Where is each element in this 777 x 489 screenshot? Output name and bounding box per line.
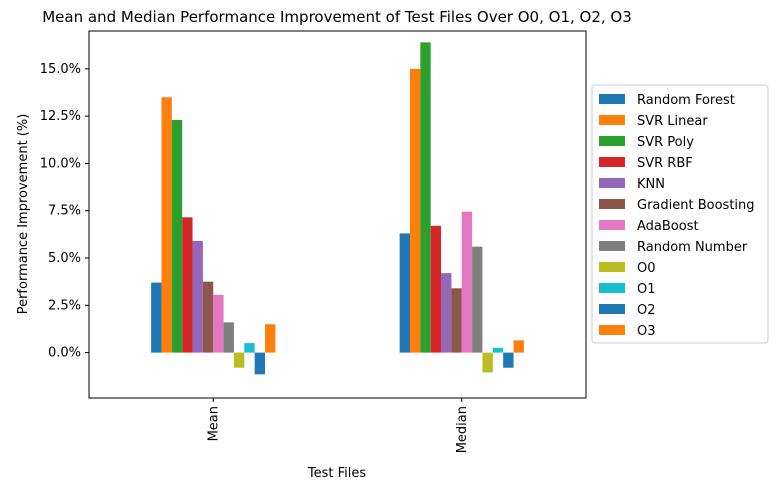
legend-label-o3: O3 (637, 324, 656, 339)
legend-swatch-random-number (599, 241, 625, 251)
legend: Random Forest SVR Linear SVR Poly SVR RBF KN… (591, 84, 769, 344)
plot-frame (88, 30, 587, 399)
x-axis: Mean Median (206, 398, 470, 453)
chart-title: Mean and Median Performance Improvement … (42, 8, 632, 26)
bar-median-o0 (482, 352, 493, 373)
y-tick-label: 15.0% (40, 62, 81, 77)
legend-swatch-svr-rbf (599, 157, 625, 167)
legend-swatch-random-forest (599, 94, 625, 104)
legend-label-adaboost: AdaBoost (637, 219, 699, 234)
bar-mean-random-forest (151, 282, 162, 353)
bar-mean-o0 (233, 352, 245, 368)
legend-label-o0: O0 (637, 261, 656, 276)
bar-median-random-forest (399, 233, 410, 353)
legend-swatch-gradient-boosting (599, 199, 625, 209)
y-axis: 0.0% 2.5% 5.0% 7.5% 10.0% 12.5% 15.0% (40, 62, 89, 361)
legend-label-random-number: Random Number (637, 240, 748, 255)
bar-median-o1 (492, 347, 504, 353)
legend-label-gradient-boosting: Gradient Boosting (637, 198, 755, 213)
legend-swatch-knn (599, 178, 625, 188)
y-tick-label: 12.5% (40, 109, 81, 124)
x-axis-label: Test Files (307, 466, 366, 481)
legend-swatch-o1 (599, 283, 625, 293)
bar-mean-svr-poly (171, 119, 183, 353)
bar-mean-o1 (244, 343, 255, 353)
bar-median-o2 (503, 352, 514, 368)
y-tick-label: 5.0% (48, 251, 81, 266)
legend-label-o1: O1 (637, 282, 656, 297)
legend-swatch-svr-linear (599, 115, 625, 125)
y-tick-label: 7.5% (48, 204, 81, 219)
y-tick-label: 0.0% (48, 346, 81, 361)
legend-label-svr-poly: SVR Poly (637, 135, 694, 150)
legend-label-svr-linear: SVR Linear (637, 114, 708, 129)
x-tick-label: Mean (206, 406, 221, 441)
bar-mean-adaboost (213, 294, 224, 353)
legend-label-random-forest: Random Forest (637, 93, 735, 108)
bars-group (151, 42, 524, 375)
bar-mean-svr-rbf (182, 217, 193, 353)
legend-swatch-adaboost (599, 220, 625, 230)
legend-label-svr-rbf: SVR RBF (637, 156, 693, 171)
y-tick-label: 2.5% (48, 298, 81, 313)
bar-median-svr-linear (409, 68, 421, 353)
bar-mean-random-number (223, 322, 234, 353)
bar-median-svr-poly (420, 42, 431, 353)
bar-median-o3 (513, 340, 524, 353)
bar-median-gradient-boosting (451, 288, 462, 353)
legend-label-knn: KNN (637, 177, 665, 192)
legend-label-o2: O2 (637, 303, 656, 318)
bar-median-random-number (472, 246, 483, 353)
legend-swatch-o3 (599, 325, 625, 335)
legend-swatch-o2 (599, 304, 625, 314)
legend-swatch-svr-poly (599, 136, 625, 146)
bar-mean-gradient-boosting (202, 281, 214, 353)
bar-mean-knn (192, 240, 203, 353)
bar-median-adaboost (461, 211, 473, 353)
legend-swatch-o0 (599, 262, 625, 272)
bar-mean-svr-linear (161, 97, 172, 353)
y-tick-label: 10.0% (40, 156, 81, 171)
x-tick-label: Median (455, 406, 470, 453)
y-axis-label: Performance Improvement (%) (16, 114, 31, 315)
bar-mean-o2 (254, 352, 266, 375)
legend-box (591, 84, 769, 344)
bar-median-knn (441, 273, 452, 353)
bar-mean-o3 (265, 324, 276, 353)
bar-median-svr-rbf (430, 225, 442, 353)
